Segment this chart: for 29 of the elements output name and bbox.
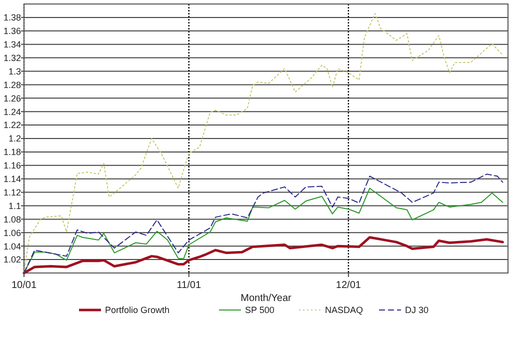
y-tick-label: 1.3 [8, 66, 21, 76]
y-tick-label: 1.12 [3, 187, 21, 198]
legend-label: NASDAQ [325, 305, 364, 316]
y-tick-label: 1.2 [8, 134, 21, 144]
x-tick-label: 10/01 [11, 280, 37, 291]
legend-label: DJ 30 [405, 305, 429, 316]
line-series [22, 236, 504, 274]
y-tick-label: 1.14 [3, 174, 21, 184]
y-tick-label: 1.28 [3, 80, 21, 90]
y-tick-label: 1.34 [3, 40, 21, 50]
y-tick-label: 1.16 [3, 160, 21, 171]
y-tick-label: 1.36 [3, 26, 21, 36]
y-tick-label: 1.08 [3, 214, 21, 224]
legend-label: SP 500 [245, 305, 274, 316]
y-tick-label: 1.18 [3, 147, 21, 158]
legend-label: Portfolio Growth [105, 305, 170, 316]
x-tick-label: 11/01 [176, 280, 202, 291]
y-tick-label: 1.02 [3, 254, 21, 265]
x-axis-title: Month/Year [240, 293, 292, 304]
y-tick-label: 1.06 [3, 228, 21, 238]
y-tick-label: 1.32 [3, 52, 21, 63]
y-tick-label: 1.1 [8, 200, 21, 211]
line-series [24, 12, 504, 274]
x-tick-label: 12/01 [336, 280, 362, 291]
y-tick-label: 1.22 [3, 120, 21, 130]
y-tick-label: 1.38 [3, 12, 21, 23]
y-tick-label: 1.26 [3, 93, 21, 104]
y-tick-label: 1.04 [3, 241, 21, 252]
y-tick-label: 1.24 [3, 106, 21, 117]
